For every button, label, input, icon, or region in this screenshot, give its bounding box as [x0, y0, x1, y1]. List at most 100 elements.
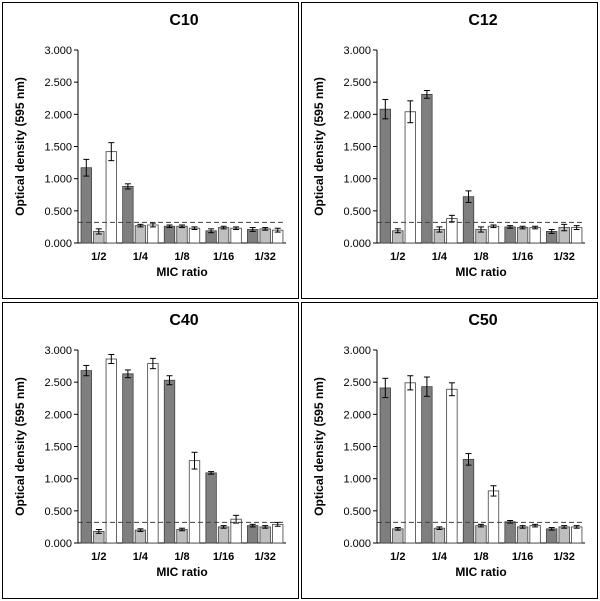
y-tick-label: 3.000: [343, 45, 371, 57]
bar-series-2: [134, 225, 147, 244]
bar-series-1: [421, 93, 433, 244]
bar-series-3: [571, 526, 583, 544]
y-tick-label: 0.000: [44, 538, 72, 550]
x-tick-label: 1/4: [432, 551, 448, 563]
bar-series-2: [475, 525, 487, 544]
y-tick-label: 2.000: [343, 109, 371, 121]
y-tick-label: 1.500: [343, 142, 371, 154]
y-axis-label: Optical density (595 nm): [13, 377, 27, 516]
x-tick-label: 1/32: [553, 251, 574, 263]
bar-series-3: [272, 523, 284, 544]
bar-series-3: [404, 111, 416, 244]
chart-panel-c10: C10 0.000 0.500 1.000 1.500 2.000 2.500 3.000 1/…: [2, 2, 299, 299]
bar-series-1: [379, 108, 391, 244]
y-tick-label: 2.000: [343, 409, 371, 421]
bar-series-2: [176, 225, 188, 244]
chart-svg-c12: C12 0.000 0.500 1.000 1.500 2.000 2.500 3.000 1/…: [312, 12, 585, 279]
bar-series-3: [529, 525, 541, 544]
x-tick-label: 1/16: [512, 251, 533, 263]
bar-series-2: [516, 526, 529, 544]
x-axis-label: MIC ratio: [455, 265, 506, 279]
chart-title: C50: [468, 312, 497, 329]
x-axis-label: MIC ratio: [156, 265, 207, 279]
y-tick-label: 1.000: [343, 474, 371, 486]
bar-series-3: [404, 382, 416, 544]
bar-series-1: [122, 185, 134, 244]
y-tick-label: 3.000: [343, 345, 371, 357]
bar-series-1: [379, 387, 391, 544]
x-tick-label: 1/8: [174, 551, 189, 563]
bar-series-1: [163, 379, 176, 544]
x-tick-label: 1/32: [254, 551, 275, 563]
y-tick-label: 0.000: [44, 238, 72, 250]
x-tick-label: 1/8: [473, 251, 488, 263]
y-tick-label: 2.500: [44, 77, 72, 89]
x-tick-label: 1/8: [473, 551, 488, 563]
y-tick-label: 1.000: [44, 474, 72, 486]
x-tick-label: 1/4: [133, 251, 149, 263]
y-tick-label: 1.000: [44, 174, 72, 186]
y-tick-label: 0.500: [343, 206, 371, 218]
bar-series-3: [487, 490, 500, 544]
x-tick-label: 1/16: [512, 551, 533, 563]
x-axis-label: MIC ratio: [156, 565, 207, 579]
bar-series-2: [392, 528, 404, 544]
bar-series-1: [504, 226, 516, 244]
x-tick-label: 1/4: [133, 551, 149, 563]
bar-series-1: [247, 525, 259, 544]
chart-title: C40: [169, 312, 198, 329]
bar-series-3: [446, 388, 458, 544]
chart-panel-c40: C40 0.000 0.500 1.000 1.500 2.000 2.500 3.000 1/…: [2, 302, 299, 599]
bar-series-1: [80, 167, 92, 244]
bar-series-1: [504, 521, 516, 544]
y-tick-label: 0.500: [343, 506, 371, 518]
y-tick-label: 2.000: [44, 109, 72, 121]
y-tick-label: 2.000: [44, 409, 72, 421]
bar-series-2: [259, 526, 271, 544]
bar-series-1: [80, 370, 92, 544]
bar-series-2: [558, 526, 570, 544]
bar-series-1: [546, 528, 558, 544]
bar-series-3: [487, 225, 500, 244]
x-tick-label: 1/2: [390, 551, 405, 563]
y-axis-label: Optical density (595 nm): [312, 77, 326, 216]
bar-series-3: [105, 151, 117, 244]
bar-series-3: [147, 224, 159, 244]
y-tick-label: 0.000: [343, 538, 371, 550]
bar-series-2: [259, 228, 271, 244]
x-tick-label: 1/2: [91, 551, 106, 563]
x-tick-label: 1/2: [91, 251, 106, 263]
chart-svg-c50: C50 0.000 0.500 1.000 1.500 2.000 2.500 3.000 1/…: [312, 312, 585, 579]
bar-series-1: [462, 196, 475, 244]
x-tick-label: 1/16: [213, 251, 234, 263]
bar-series-2: [217, 227, 230, 244]
x-tick-label: 1/2: [390, 251, 405, 263]
bar-series-3: [147, 363, 159, 544]
chart-svg-c40: C40 0.000 0.500 1.000 1.500 2.000 2.500 3.000 1/…: [13, 312, 286, 579]
bar-series-2: [176, 529, 188, 544]
y-tick-label: 2.500: [343, 77, 371, 89]
x-tick-label: 1/4: [432, 251, 448, 263]
bar-series-1: [163, 225, 176, 244]
y-tick-label: 2.500: [44, 377, 72, 389]
bar-series-3: [188, 460, 201, 544]
bar-series-1: [205, 472, 217, 544]
bar-series-3: [105, 358, 117, 544]
bar-series-2: [433, 527, 446, 544]
y-tick-label: 0.000: [343, 238, 371, 250]
chart-svg-c10: C10 0.000 0.500 1.000 1.500 2.000 2.500 3.000 1/…: [13, 12, 286, 279]
bar-series-2: [217, 526, 230, 544]
x-tick-label: 1/32: [553, 551, 574, 563]
bar-series-3: [188, 227, 201, 244]
y-tick-label: 1.500: [44, 142, 72, 154]
bar-series-2: [134, 529, 147, 544]
x-tick-label: 1/16: [213, 551, 234, 563]
chart-panel-c50: C50 0.000 0.500 1.000 1.500 2.000 2.500 3.000 1/…: [301, 302, 598, 599]
chart-title: C12: [468, 12, 497, 29]
y-tick-label: 2.500: [343, 377, 371, 389]
bar-series-1: [421, 386, 433, 544]
y-tick-label: 1.500: [343, 442, 371, 454]
y-tick-label: 3.000: [44, 345, 72, 357]
y-tick-label: 3.000: [44, 45, 72, 57]
chart-panel-c12: C12 0.000 0.500 1.000 1.500 2.000 2.500 3.000 1/…: [301, 2, 598, 299]
